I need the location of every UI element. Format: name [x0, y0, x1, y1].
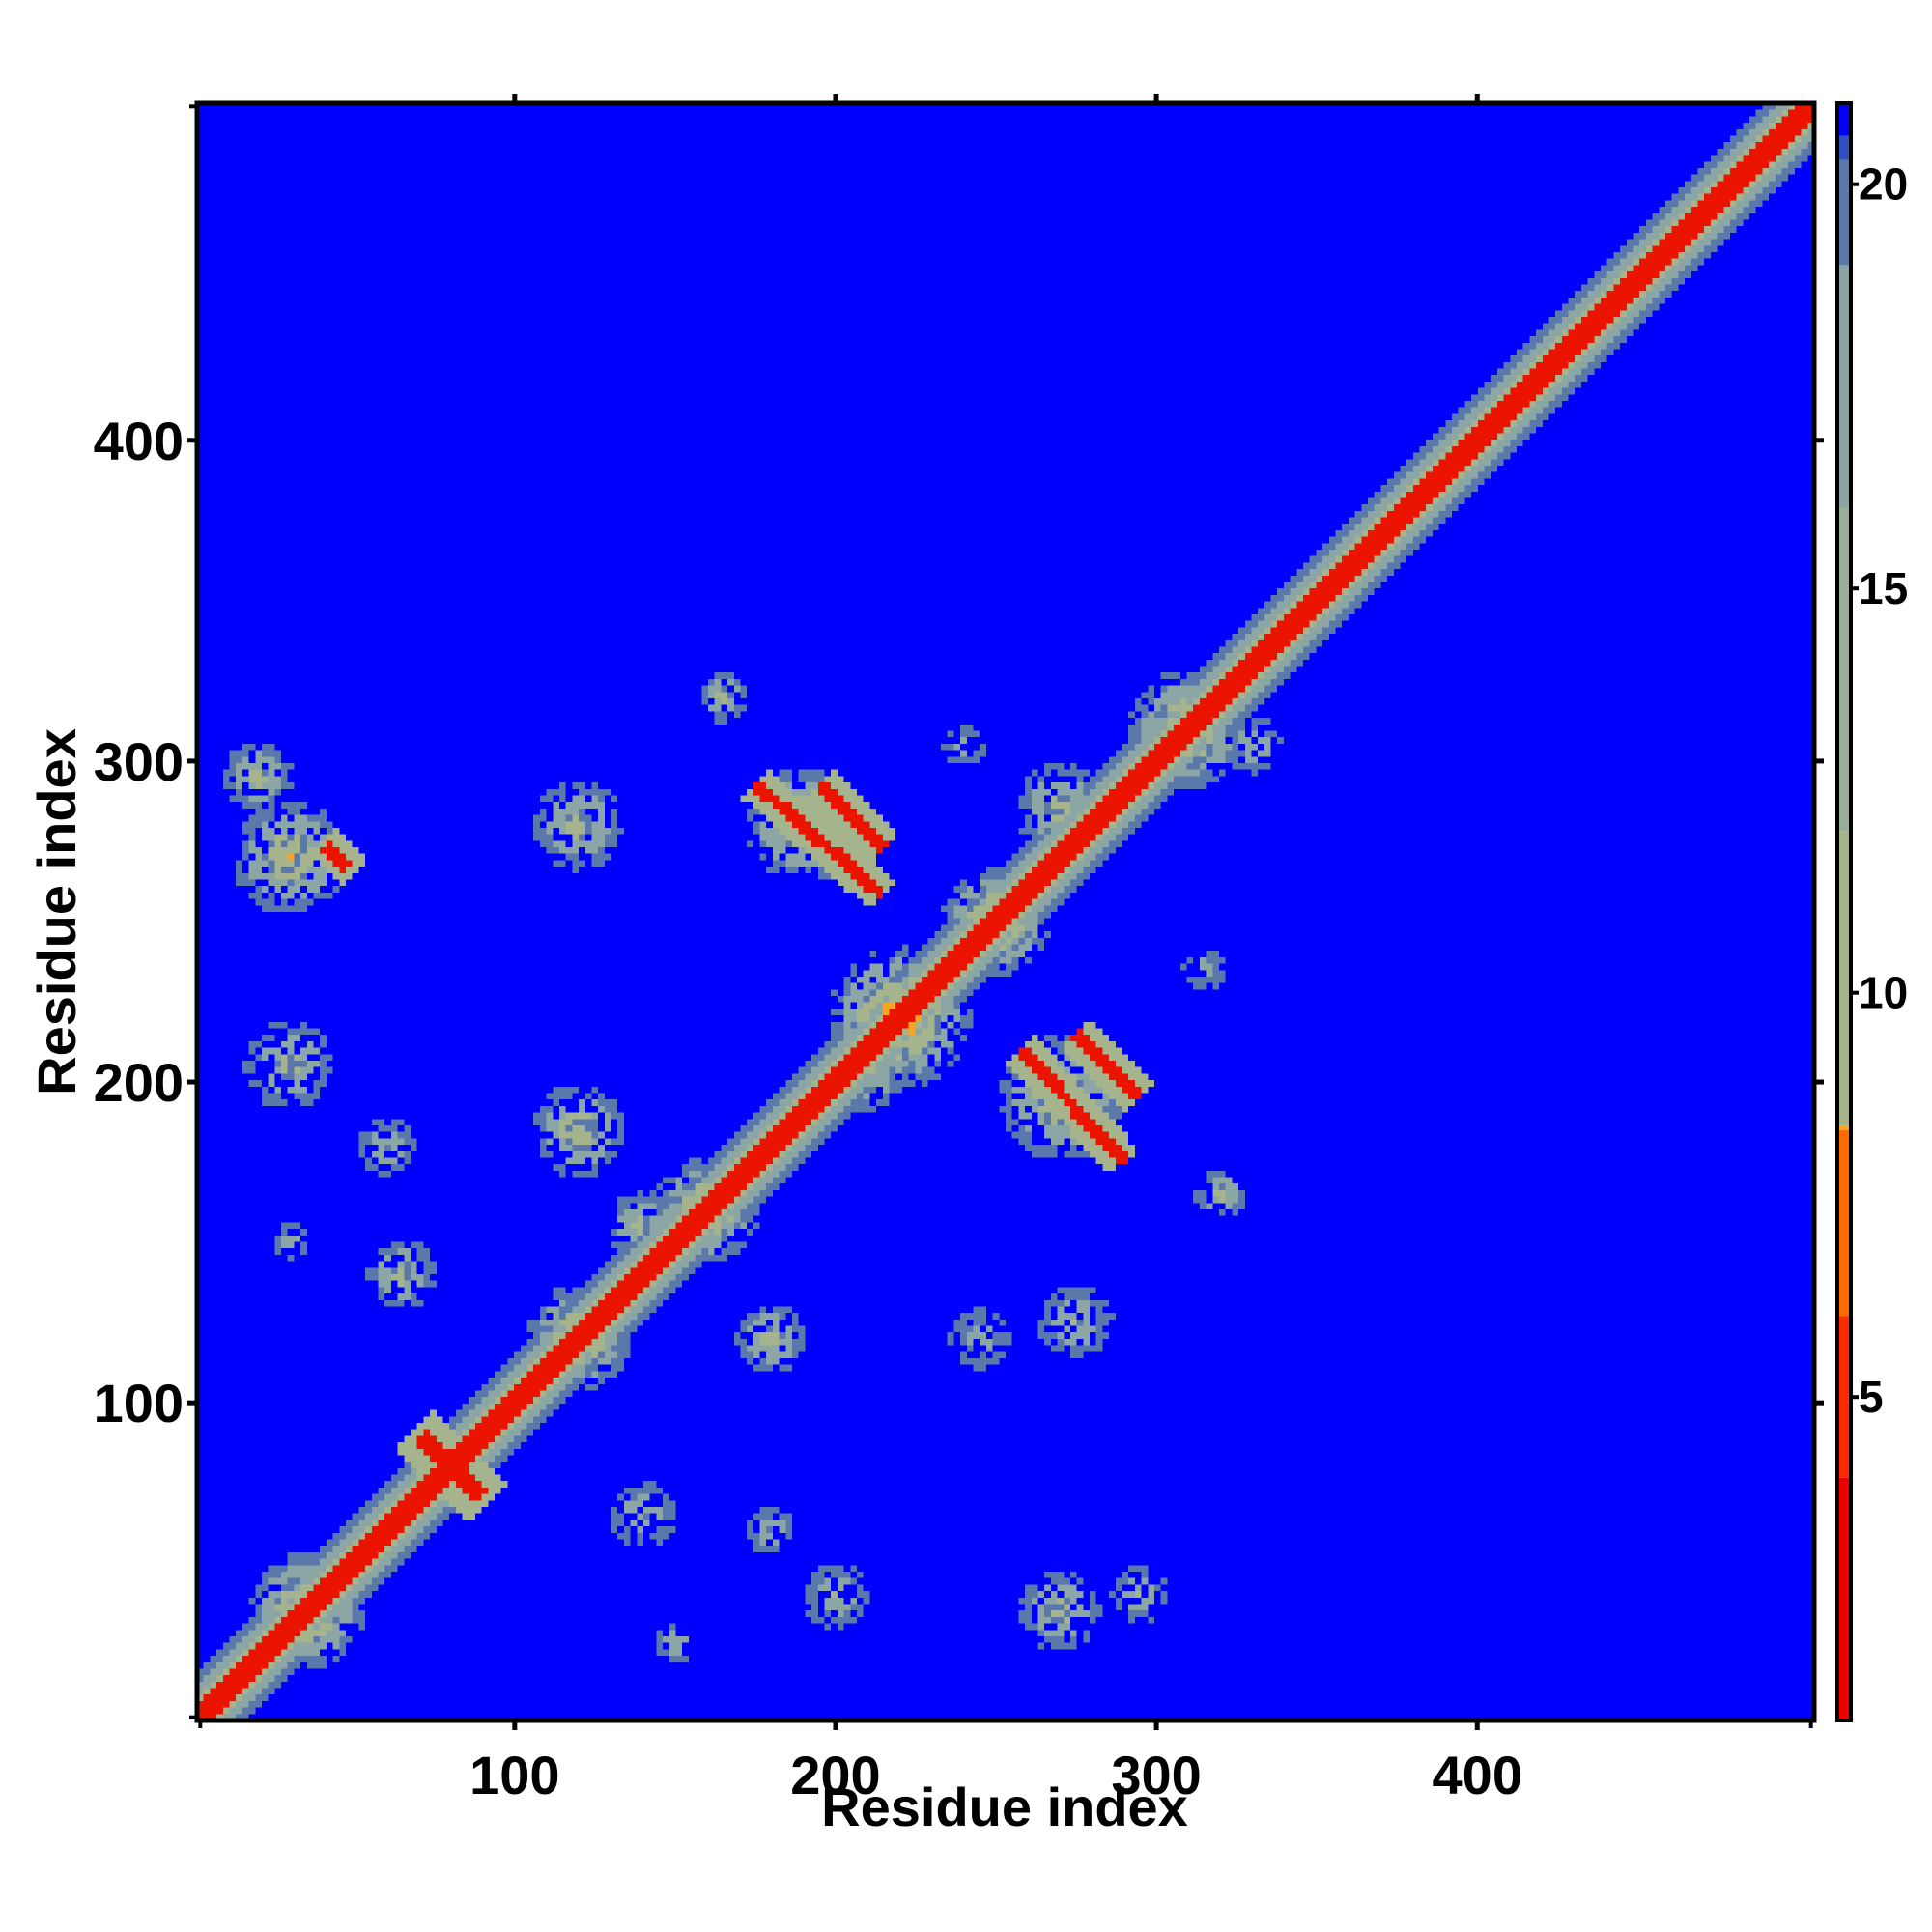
colorbar-tick-label: 20: [1859, 159, 1908, 210]
x-axis: 100 200 300 400: [198, 94, 1813, 1805]
x-tick-label: 100: [469, 1745, 559, 1805]
colorbar-segment: [1837, 1477, 1851, 1720]
colorbar-segment: [1837, 103, 1851, 136]
y-axis-label: Residue index: [26, 728, 87, 1095]
y-tick-label: 100: [94, 1373, 184, 1434]
colorbar-segment: [1837, 265, 1851, 508]
colorbar-segment: [1837, 507, 1851, 832]
heatmap-cells: [197, 103, 1814, 1720]
x-tick-label: 300: [1111, 1745, 1201, 1805]
x-tick-label: 200: [790, 1745, 880, 1805]
colorbar-tick-label: 15: [1859, 563, 1908, 613]
colorbar: 5 10 15 20: [1835, 101, 1908, 1722]
colorbar-tick-label: 5: [1859, 1372, 1884, 1422]
colorbar-segment: [1837, 1129, 1851, 1317]
colorbar-segment: [1837, 135, 1851, 160]
colorbar-segment: [1837, 1125, 1851, 1130]
x-tick-label: 400: [1433, 1745, 1522, 1805]
x-axis-label: Residue index: [821, 1776, 1188, 1837]
colorbar-segment: [1837, 159, 1851, 266]
heatmap-image: [197, 103, 1814, 1720]
colorbar-frame: [1835, 101, 1853, 1722]
y-tick-label: 200: [94, 1052, 184, 1113]
colorbar-tick-label: 10: [1859, 968, 1908, 1018]
y-tick-label: 400: [94, 411, 184, 471]
plot-frame: [194, 100, 1817, 1723]
y-tick-label: 300: [94, 731, 184, 792]
colorbar-segment: [1837, 1316, 1851, 1478]
colorbar-segment: [1837, 831, 1851, 1126]
y-axis: 100 200 300 400: [94, 104, 1824, 1719]
